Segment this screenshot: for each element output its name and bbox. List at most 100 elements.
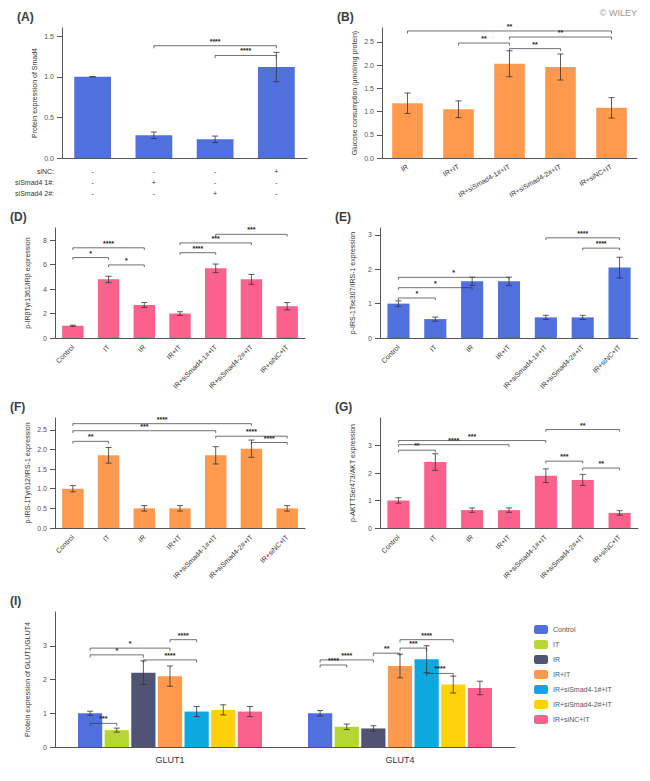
svg-text:****: **** <box>240 47 251 54</box>
svg-text:+: + <box>152 179 156 186</box>
svg-text:-: - <box>91 168 94 175</box>
svg-text:-: - <box>214 168 217 175</box>
svg-text:IR+siSmad4-2#+IT: IR+siSmad4-2#+IT <box>207 343 254 390</box>
svg-text:2: 2 <box>368 470 372 477</box>
svg-text:2.5: 2.5 <box>37 426 47 433</box>
svg-text:****: **** <box>192 245 203 252</box>
svg-text:(G): (G) <box>335 400 352 414</box>
svg-text:0: 0 <box>43 335 47 342</box>
svg-text:2.5: 2.5 <box>364 38 374 45</box>
svg-text:IT: IT <box>428 343 438 353</box>
svg-text:Control: Control <box>380 533 401 554</box>
svg-text:Control: Control <box>380 343 401 364</box>
svg-text:IT: IT <box>102 343 112 353</box>
svg-text:*: * <box>434 280 437 287</box>
svg-text:****: **** <box>210 38 221 45</box>
svg-text:**: ** <box>532 41 538 48</box>
svg-text:1.5: 1.5 <box>37 466 47 473</box>
svg-text:****: **** <box>178 632 189 639</box>
svg-text:(D): (D) <box>10 210 27 224</box>
svg-text:**: ** <box>481 35 487 42</box>
svg-text:1.5: 1.5 <box>364 85 374 92</box>
svg-text:(A): (A) <box>17 10 34 24</box>
svg-text:-: - <box>275 190 278 197</box>
svg-text:0.5: 0.5 <box>37 505 47 512</box>
svg-text:Protein expression of GLUT1/GL: Protein expression of GLUT1/GLUT4 <box>24 622 32 737</box>
svg-text:*: * <box>415 290 418 297</box>
svg-text:IR+siSmad4-2#+IT: IR+siSmad4-2#+IT <box>553 701 612 708</box>
svg-text:1.0: 1.0 <box>44 73 54 80</box>
svg-text:IR: IR <box>137 344 147 354</box>
svg-text:*: * <box>129 640 132 647</box>
svg-text:1.0: 1.0 <box>364 108 374 115</box>
svg-text:**: ** <box>414 442 420 449</box>
svg-text:**: ** <box>384 645 390 652</box>
svg-text:****: **** <box>341 652 352 659</box>
svg-text:2.0: 2.0 <box>364 62 374 69</box>
svg-text:-: - <box>214 179 217 186</box>
svg-text:****: **** <box>577 230 588 237</box>
svg-text:-: - <box>91 190 94 197</box>
svg-text:****: **** <box>157 416 168 423</box>
svg-text:2: 2 <box>43 676 47 683</box>
svg-text:-: - <box>91 179 94 186</box>
svg-text:****: **** <box>103 240 114 247</box>
svg-text:+: + <box>274 168 278 175</box>
svg-text:IR: IR <box>137 534 147 544</box>
svg-text:***: *** <box>99 715 107 722</box>
svg-text:****: **** <box>434 665 445 672</box>
svg-text:IR+IT: IR+IT <box>553 671 571 678</box>
svg-text:IR+siNC+IT: IR+siNC+IT <box>259 533 290 564</box>
svg-text:****: **** <box>246 428 257 435</box>
svg-text:3: 3 <box>368 442 372 449</box>
svg-text:4: 4 <box>43 286 47 293</box>
svg-text:Protein expression of Smad4: Protein expression of Smad4 <box>31 48 39 138</box>
svg-text:siSmad4 1#:: siSmad4 1#: <box>15 179 54 186</box>
svg-text:Control: Control <box>54 343 75 364</box>
svg-text:(F): (F) <box>10 400 25 414</box>
svg-text:0.0: 0.0 <box>364 155 374 162</box>
svg-text:(B): (B) <box>337 10 354 24</box>
svg-text:IR+IT: IR+IT <box>494 533 512 551</box>
svg-text:IR+siSmad4-2#+IT: IR+siSmad4-2#+IT <box>539 343 586 390</box>
svg-text:IR+siSmad4-2#+IT: IR+siSmad4-2#+IT <box>207 533 254 580</box>
svg-text:0.0: 0.0 <box>37 525 47 532</box>
svg-text:Glucose consumption (μmol/mg p: Glucose consumption (μmol/mg protein) <box>351 31 359 155</box>
svg-text:****: **** <box>264 435 275 442</box>
svg-text:**: ** <box>580 422 586 429</box>
svg-text:Control: Control <box>553 626 576 633</box>
svg-text:p-AKTTSer473/AKT expression: p-AKTTSer473/AKT expression <box>349 424 357 522</box>
svg-text:IR+siSmad4-1#+IT: IR+siSmad4-1#+IT <box>553 686 612 693</box>
svg-text:**: ** <box>598 460 604 467</box>
svg-text:2: 2 <box>368 266 372 273</box>
svg-text:0.5: 0.5 <box>44 114 54 121</box>
svg-text:****: **** <box>596 240 607 247</box>
svg-text:****: **** <box>448 437 459 444</box>
svg-text:-: - <box>153 190 156 197</box>
svg-text:IT: IT <box>553 641 560 648</box>
svg-text:IR+siSmad4-2#+IT: IR+siSmad4-2#+IT <box>539 533 586 580</box>
svg-text:siSmad4 2#:: siSmad4 2#: <box>15 190 54 197</box>
svg-text:***: *** <box>247 226 255 233</box>
svg-text:IT: IT <box>102 533 112 543</box>
svg-text:****: **** <box>328 657 339 664</box>
svg-text:IR+IT: IR+IT <box>165 533 183 551</box>
svg-text:GLUT4: GLUT4 <box>385 755 414 765</box>
svg-text:***: *** <box>560 453 568 460</box>
svg-text:3: 3 <box>43 642 47 649</box>
svg-text:IR+IT: IR+IT <box>442 163 461 178</box>
svg-text:**: ** <box>507 23 513 30</box>
svg-text:1.5: 1.5 <box>44 33 54 40</box>
svg-text:6: 6 <box>43 261 47 268</box>
svg-text:2.0: 2.0 <box>37 446 47 453</box>
svg-text:siNC:: siNC: <box>37 168 54 175</box>
svg-text:***: *** <box>409 640 417 647</box>
svg-text:1: 1 <box>368 300 372 307</box>
svg-text:-: - <box>275 179 278 186</box>
svg-text:-: - <box>153 168 156 175</box>
svg-text:2: 2 <box>43 310 47 317</box>
svg-text:*: * <box>89 250 92 257</box>
svg-text:0: 0 <box>368 525 372 532</box>
svg-text:8: 8 <box>43 237 47 244</box>
svg-text:IR+IT: IR+IT <box>494 343 512 361</box>
